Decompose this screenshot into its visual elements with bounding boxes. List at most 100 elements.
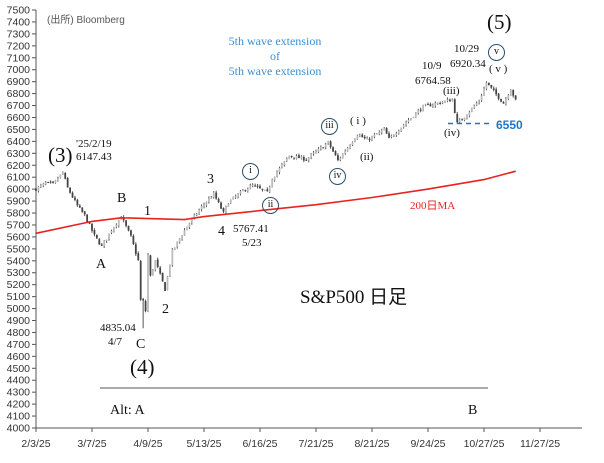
candle-body xyxy=(69,187,71,193)
candle-body xyxy=(371,136,373,140)
candle-body xyxy=(159,267,162,274)
candle-body xyxy=(108,233,110,239)
candle-body xyxy=(215,192,218,199)
wave-paren-ii: (ii) xyxy=(360,151,374,163)
wave-circled-ii: ii xyxy=(262,197,279,214)
wave-4-value: 5767.41 xyxy=(233,223,269,235)
candle-body xyxy=(149,255,152,276)
candle-body xyxy=(144,300,147,312)
candle-body xyxy=(300,156,303,159)
y-tick-label: 5900 xyxy=(7,196,31,208)
y-tick-label: 5300 xyxy=(7,267,31,279)
candle-body xyxy=(363,136,366,139)
candle-body xyxy=(88,222,91,224)
candle-body xyxy=(139,260,142,300)
candle-body xyxy=(132,235,135,245)
annotation-extension-1: 5th wave extension xyxy=(228,34,322,48)
candle-body xyxy=(74,197,76,200)
low-value: 4835.04 xyxy=(100,322,136,334)
candle-body xyxy=(310,154,313,158)
low-date: 4/7 xyxy=(108,336,123,348)
peak-10-9-value: 6764.58 xyxy=(415,75,451,87)
candle-body xyxy=(509,90,512,96)
candle-body xyxy=(151,269,154,276)
candle-body xyxy=(57,178,59,181)
wave-paren-iii: (iii) xyxy=(443,85,460,97)
y-tick-label: 5000 xyxy=(7,303,31,315)
wave-3-label: (3) xyxy=(48,143,73,167)
candle-body xyxy=(91,223,93,231)
candle-body xyxy=(478,101,481,103)
candle-body xyxy=(458,119,461,122)
candle-body xyxy=(483,88,485,96)
candle-body xyxy=(142,298,145,301)
y-tick-label: 7000 xyxy=(7,64,31,76)
candle-body xyxy=(134,244,137,254)
candle-body xyxy=(188,223,191,228)
candle-body xyxy=(78,205,81,208)
candle-body xyxy=(156,259,159,267)
candle-body xyxy=(422,105,425,112)
candle-body xyxy=(400,127,403,132)
candle-body xyxy=(456,113,459,123)
y-tick-label: 6400 xyxy=(7,136,31,148)
candle-body xyxy=(59,174,62,179)
x-tick-label: 11/27/25 xyxy=(520,438,560,450)
candle-body xyxy=(127,225,130,231)
candle-body xyxy=(305,159,308,161)
candle-body xyxy=(449,99,451,102)
candle-body xyxy=(83,211,86,215)
y-tick-label: 6700 xyxy=(7,100,31,112)
candle-body xyxy=(439,102,442,104)
y-tick-label: 5100 xyxy=(7,291,31,303)
candle-body xyxy=(271,179,274,187)
candle-body xyxy=(105,239,108,241)
y-tick-label: 7300 xyxy=(7,28,31,40)
candle-body xyxy=(98,239,101,245)
candle-body xyxy=(259,186,261,189)
wave-c-label: C xyxy=(136,337,146,352)
candle-body xyxy=(130,230,132,236)
candle-body xyxy=(225,206,227,213)
candle-body xyxy=(169,265,171,277)
candle-body xyxy=(431,105,434,107)
candle-body xyxy=(344,151,347,154)
y-tick-label: 6800 xyxy=(7,88,31,100)
candle-body xyxy=(361,134,364,138)
candle-body xyxy=(281,164,283,168)
candle-body xyxy=(200,206,203,210)
candle-body xyxy=(276,172,278,177)
candle-body xyxy=(407,120,410,122)
x-tick-label: 7/21/25 xyxy=(298,438,333,450)
candle-body xyxy=(207,198,210,202)
candle-body xyxy=(232,196,235,200)
candle-body xyxy=(263,189,266,191)
y-tick-label: 5200 xyxy=(7,279,31,291)
ma200-line xyxy=(35,170,516,235)
candle-body xyxy=(375,133,378,135)
peak-10-29-value: 6920.34 xyxy=(450,58,486,70)
candle-body xyxy=(463,117,466,121)
candle-body xyxy=(388,133,390,138)
peak-10-29-date: 10/29 xyxy=(454,43,480,55)
candle-body xyxy=(212,192,215,198)
candle-body xyxy=(198,210,201,214)
candle-body xyxy=(373,134,376,137)
candle-body xyxy=(334,151,337,156)
x-tick-label: 2/3/25 xyxy=(21,438,50,450)
candle-body xyxy=(480,95,483,101)
y-tick-label: 6900 xyxy=(7,76,31,88)
wave-paren-iv: (iv) xyxy=(444,127,460,139)
candle-body xyxy=(354,138,356,142)
candle-body xyxy=(356,135,359,140)
candle-body xyxy=(52,181,54,183)
y-tick-label: 4100 xyxy=(7,411,31,423)
candle-body xyxy=(242,190,244,192)
y-tick-label: 6100 xyxy=(7,172,31,184)
y-tick-label: 6500 xyxy=(7,124,31,136)
candle-body xyxy=(346,147,349,152)
candle-body xyxy=(278,167,281,173)
candle-body xyxy=(466,115,468,119)
wave-5-label: (5) xyxy=(487,10,512,34)
wave-4-date: 5/23 xyxy=(242,237,262,249)
